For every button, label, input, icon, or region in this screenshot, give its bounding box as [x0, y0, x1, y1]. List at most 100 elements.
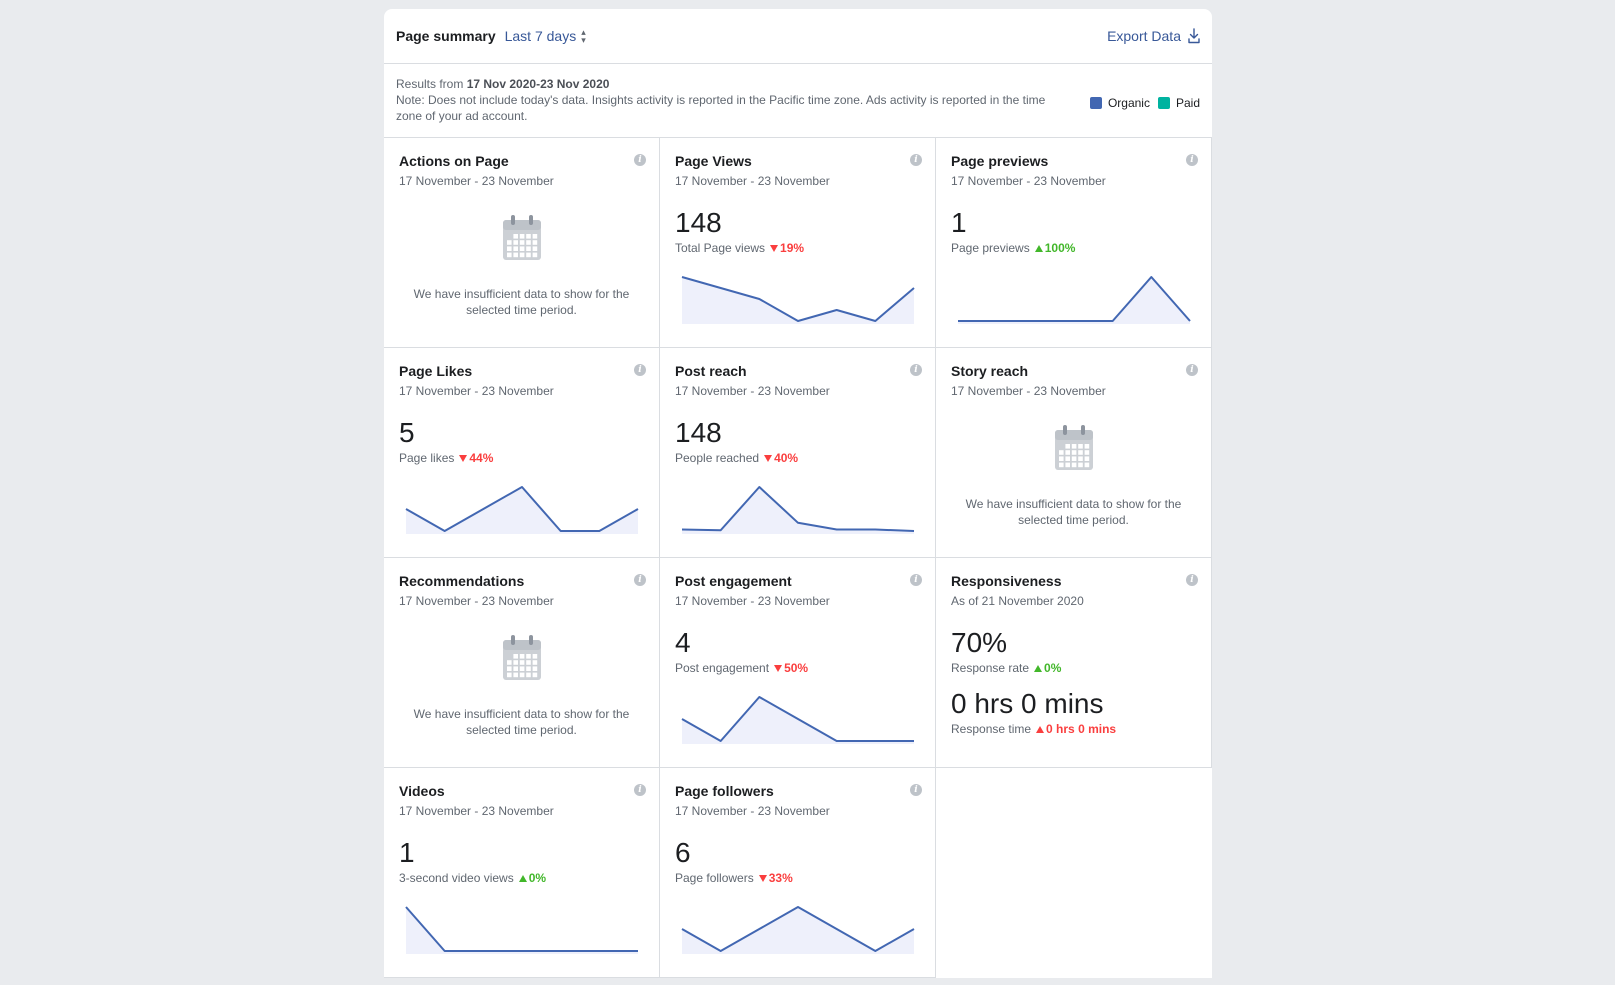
calendar-cell: [525, 234, 531, 239]
info-icon[interactable]: i: [1186, 574, 1198, 586]
calendar-cell: [525, 252, 531, 258]
card-page-previews[interactable]: Page previews 17 November - 23 November …: [936, 138, 1212, 348]
down-arrow-icon: [459, 454, 468, 462]
card-title: Recommendations: [399, 573, 525, 589]
calendar-cell: [525, 666, 531, 671]
response-rate-label: Response rate: [951, 661, 1030, 675]
calendar-cell: [1071, 456, 1076, 461]
calendar-cell: [506, 246, 512, 251]
change-badge: 44%: [459, 451, 493, 465]
calendar-cell: [1077, 456, 1083, 461]
card-post-engagement[interactable]: Post engagement 17 November - 23 Novembe…: [660, 558, 936, 768]
sparkline-line: [681, 906, 915, 952]
calendar-cell: [1084, 462, 1089, 468]
card-title: Page followers: [675, 783, 774, 799]
export-data-button[interactable]: Export Data: [1107, 28, 1200, 44]
calendar-top: [502, 220, 541, 230]
card-date: 17 November - 23 November: [951, 174, 1106, 188]
sparkline-line: [681, 276, 915, 322]
calendar-cell: [519, 252, 524, 258]
info-icon[interactable]: i: [910, 574, 922, 586]
sparkline: [681, 486, 915, 534]
up-arrow-icon: [1036, 725, 1045, 733]
results-info: Results from 17 Nov 2020-23 Nov 2020 Not…: [384, 64, 1212, 138]
card-responsiveness[interactable]: Responsiveness As of 21 November 2020 i …: [936, 558, 1212, 768]
card-page-followers[interactable]: Page followers 17 November - 23 November…: [660, 768, 936, 978]
sparkline: [958, 276, 1191, 324]
card-page-views[interactable]: Page Views 17 November - 23 November i 1…: [660, 138, 936, 348]
results-note: Note: Does not include today's data. Ins…: [396, 93, 1046, 123]
change-badge: 0%: [1034, 661, 1061, 675]
metric-value: 1: [399, 837, 415, 868]
info-icon[interactable]: i: [634, 154, 646, 166]
calendar-cell: [1064, 450, 1070, 455]
calendar-ring: [510, 635, 515, 645]
sparkline: [681, 696, 914, 744]
no-data-message: We have insufficient data to show for th…: [413, 707, 630, 737]
down-arrow-icon: [764, 454, 773, 462]
card-date: 17 November - 23 November: [675, 174, 830, 188]
calendar-icon: [502, 635, 541, 680]
info-icon[interactable]: i: [910, 154, 922, 166]
calendar-cell: [506, 666, 512, 671]
calendar-cell: [519, 240, 524, 245]
calendar-cell: [532, 252, 537, 258]
calendar-cell: [532, 246, 537, 251]
download-icon: [1188, 28, 1200, 44]
card-title: Story reach: [951, 363, 1029, 379]
calendar-cell: [532, 240, 537, 245]
calendar-icon: [1054, 425, 1093, 470]
calendar-ring: [1080, 425, 1085, 435]
calendar-cell: [1084, 450, 1089, 455]
card-date: 17 November - 23 November: [675, 804, 830, 818]
change-badge: 100%: [1034, 241, 1075, 255]
card-page-likes[interactable]: Page Likes 17 November - 23 November i 5…: [384, 348, 660, 558]
info-icon[interactable]: i: [634, 784, 646, 796]
calendar-cell: [506, 252, 512, 258]
calendar-cell: [1077, 462, 1083, 468]
calendar-top: [1054, 430, 1093, 440]
export-data-label: Export Data: [1107, 28, 1181, 44]
card-actions-on-page[interactable]: Actions on Page 17 November - 23 Novembe…: [384, 138, 660, 348]
metric-label: 3-second video views: [399, 871, 514, 885]
card-story-reach[interactable]: Story reach 17 November - 23 November i …: [936, 348, 1212, 558]
calendar-cell: [532, 666, 537, 671]
card-date: 17 November - 23 November: [675, 384, 830, 398]
info-icon[interactable]: i: [910, 784, 922, 796]
sparkline-area: [682, 907, 914, 954]
card-videos[interactable]: Videos 17 November - 23 November i 1 3-s…: [384, 768, 660, 978]
sparkline: [405, 906, 638, 954]
calendar-cell: [525, 654, 531, 659]
metric-value: 148: [675, 207, 722, 238]
calendar-ring: [1062, 425, 1067, 435]
calendar-cell: [512, 240, 518, 245]
calendar-cell: [519, 672, 524, 678]
info-icon[interactable]: i: [910, 364, 922, 376]
info-icon[interactable]: i: [634, 574, 646, 586]
calendar-cell: [519, 246, 524, 251]
sparkline: [405, 486, 639, 534]
sparkline: [681, 906, 915, 954]
sparkline-line: [405, 486, 639, 532]
no-data: We have insufficient data to show for th…: [399, 215, 644, 318]
sparkline-area: [682, 277, 914, 324]
date-range-selector[interactable]: Last 7 days ▴ ▾: [505, 28, 586, 45]
calendar-cell: [506, 672, 512, 678]
card-post-reach[interactable]: Post reach 17 November - 23 November i 1…: [660, 348, 936, 558]
info-icon[interactable]: i: [1186, 154, 1198, 166]
down-arrow-icon: [758, 874, 767, 882]
results-range: 17 Nov 2020-23 Nov 2020: [466, 77, 610, 91]
calendar-cell: [1084, 444, 1089, 449]
calendar-cell: [1058, 462, 1064, 468]
calendar-cell: [532, 654, 537, 659]
info-icon[interactable]: i: [634, 364, 646, 376]
change-badge: 33%: [758, 871, 793, 885]
calendar-cell: [1084, 456, 1089, 461]
page-title: Page summary: [396, 28, 496, 44]
card-recommendations[interactable]: Recommendations 17 November - 23 Novembe…: [384, 558, 660, 768]
info-icon[interactable]: i: [1186, 364, 1198, 376]
sparkline-area: [682, 697, 914, 744]
change-badge: 19%: [770, 241, 804, 255]
calendar-cell: [1071, 444, 1076, 449]
response-time-label: Response time: [951, 722, 1032, 736]
